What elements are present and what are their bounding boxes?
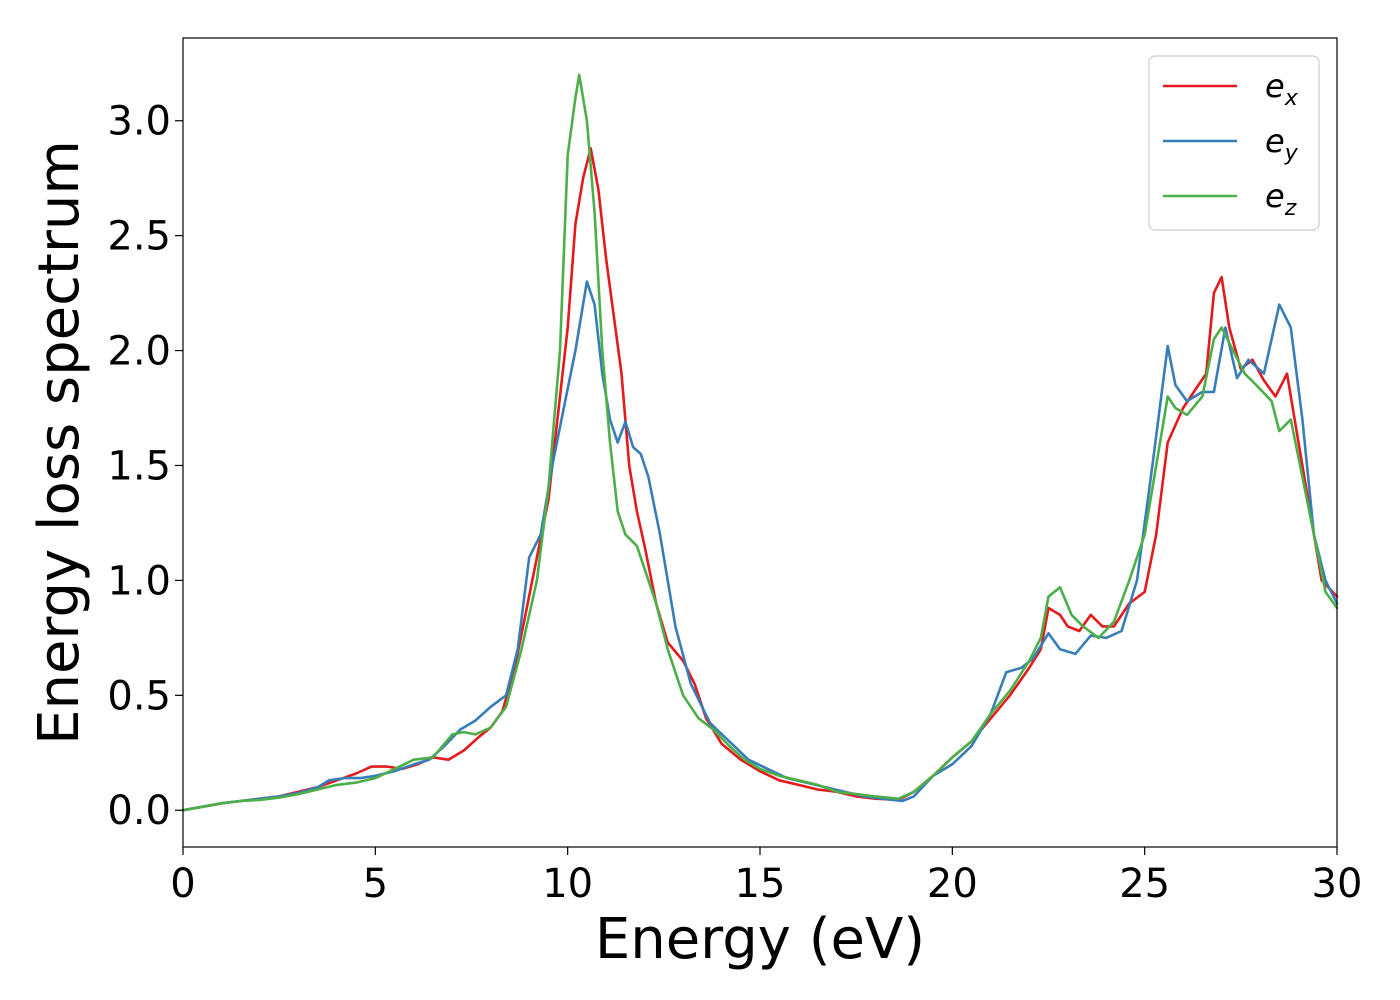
x-tick-label: 15 [735, 861, 786, 907]
x-tick-label: 10 [542, 861, 593, 907]
x-tick-label: 5 [363, 861, 388, 907]
legend: ex ey ez [1148, 55, 1320, 231]
legend-label-ey: ey [1265, 122, 1299, 166]
y-tick-label: 0.5 [107, 673, 171, 719]
y-tick-label: 0.0 [107, 788, 171, 834]
legend-box [1148, 55, 1320, 231]
series-line-ez [181, 73, 1339, 812]
ticks-layer: 0 5 10 15 20 25 30 0.0 0.5 1.0 1.5 2.0 2.5 3.0 [107, 99, 1362, 907]
x-axis-title: Energy (eV) [595, 907, 925, 972]
y-tick-label: 2.5 [107, 214, 171, 260]
x-tick-label: 0 [170, 861, 195, 907]
legend-label-ex: ex [1265, 67, 1299, 111]
y-axis-title: Energy loss spectrum [27, 140, 92, 745]
y-tick-label: 2.0 [107, 329, 171, 375]
y-tick-label: 1.0 [107, 558, 171, 604]
y-tick-label: 3.0 [107, 99, 171, 145]
x-tick-label: 30 [1312, 861, 1363, 907]
x-tick-label: 20 [927, 861, 978, 907]
y-tick-label: 1.5 [107, 443, 171, 489]
x-tick-label: 25 [1119, 861, 1170, 907]
series-line-ex [181, 147, 1339, 812]
series-layer [181, 73, 1339, 812]
legend-label-ez: ez [1265, 177, 1297, 221]
series-line-ey [181, 280, 1339, 812]
